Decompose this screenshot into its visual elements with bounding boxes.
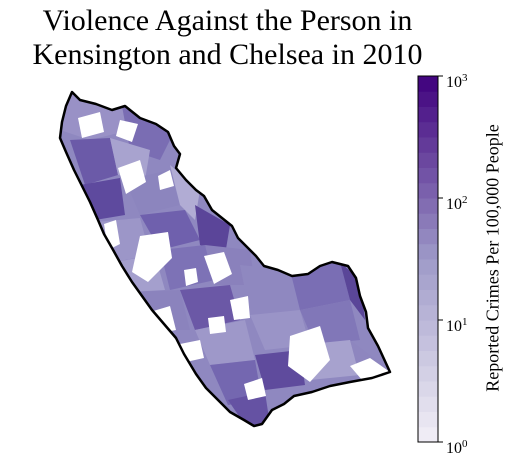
colorbar-band	[418, 107, 438, 123]
map-region	[80, 178, 125, 220]
colorbar-band	[418, 366, 438, 382]
colorbar-band	[418, 183, 438, 199]
colorbar-band	[418, 381, 438, 397]
colorbar-band	[418, 168, 438, 184]
colorbar	[418, 76, 443, 443]
colorbar-band	[418, 351, 438, 367]
colorbar-band	[418, 396, 438, 412]
colorbar-ticks	[438, 76, 443, 442]
colorbar-tick-label: 103	[446, 70, 468, 91]
colorbar-band	[418, 320, 438, 336]
colorbar-band	[418, 122, 438, 138]
map-region-empty	[208, 316, 226, 334]
colorbar-bands	[418, 76, 438, 443]
colorbar-band	[418, 259, 438, 275]
colorbar-band	[418, 76, 438, 92]
colorbar-band	[418, 91, 438, 107]
colorbar-band	[418, 305, 438, 321]
colorbar-band	[418, 229, 438, 245]
map-regions	[40, 80, 420, 440]
colorbar-band	[418, 290, 438, 306]
colorbar-band	[418, 335, 438, 351]
colorbar-band	[418, 274, 438, 290]
colorbar-band	[418, 137, 438, 153]
colorbar-label: Reported Crimes Per 100,000 People	[483, 124, 504, 391]
colorbar-band	[418, 213, 438, 229]
colorbar-tick-label: 102	[446, 192, 468, 213]
colorbar-tick-label: 100	[446, 436, 468, 457]
colorbar-band	[418, 152, 438, 168]
colorbar-band	[418, 412, 438, 428]
colorbar-tick-label: 101	[446, 314, 468, 335]
colorbar-band	[418, 244, 438, 260]
colorbar-band	[418, 198, 438, 214]
colorbar-band	[418, 427, 438, 443]
